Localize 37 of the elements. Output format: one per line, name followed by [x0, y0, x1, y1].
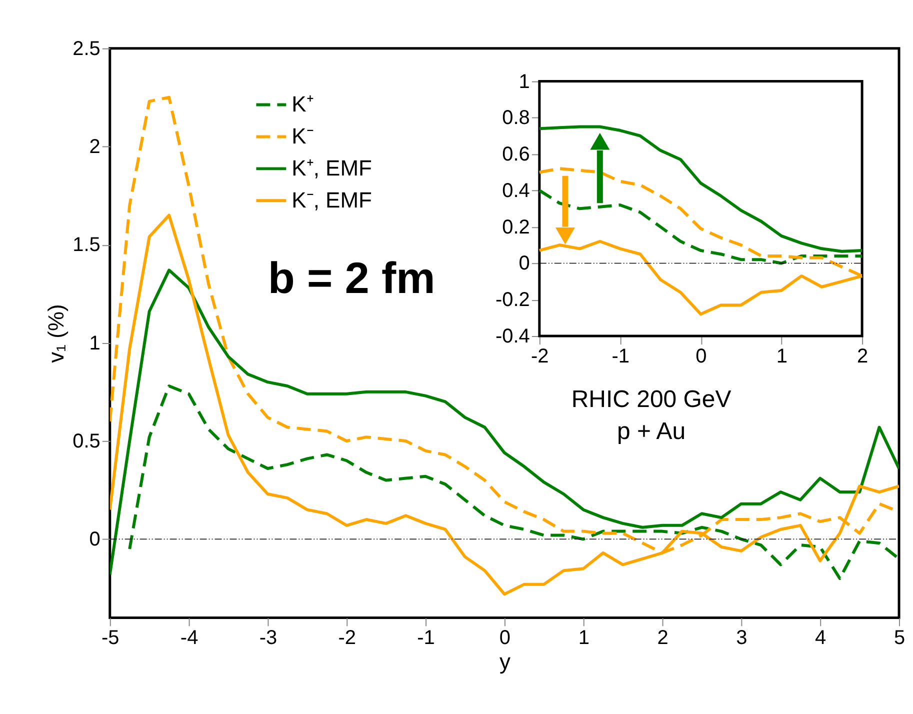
y-tick-label: 0.4 [502, 180, 530, 202]
x-tick-label: -2 [338, 627, 356, 650]
legend-label: K⁺ [292, 92, 314, 117]
x-tick-label: 0 [696, 345, 707, 368]
annotation: b = 2 fm [268, 254, 436, 304]
legend-label: K⁺, EMF [292, 156, 372, 181]
legend-label: K⁻, EMF [292, 188, 372, 213]
y-tick-label: 0 [518, 252, 530, 275]
y-tick-label: 2.5 [72, 38, 100, 60]
x-tick-label: -1 [612, 345, 630, 368]
x-tick-label: 3 [736, 627, 748, 650]
x-axis-title: y [499, 649, 510, 674]
y-tick-label: -0.2 [496, 289, 530, 312]
y-tick-label: 0.5 [72, 430, 100, 452]
y-axis-title: v₁ (%) [44, 304, 69, 363]
x-tick-label: 2 [657, 627, 668, 650]
y-tick-label: 1 [518, 70, 530, 93]
annotation: p + Au [616, 418, 686, 445]
x-tick-label: -2 [531, 345, 549, 368]
legend-label: K⁻ [292, 124, 314, 149]
annotation: RHIC 200 GeV [571, 386, 732, 413]
x-tick-label: 1 [776, 345, 788, 368]
x-tick-label: 5 [894, 627, 906, 650]
y-tick-label: 2 [89, 136, 100, 158]
y-tick-label: 0.6 [502, 144, 530, 166]
x-tick-label: -1 [417, 627, 435, 650]
x-tick-label: 1 [578, 627, 590, 650]
y-tick-label: -0.4 [496, 325, 530, 348]
y-tick-label: 1.5 [72, 234, 100, 256]
x-tick-label: -5 [101, 627, 120, 650]
y-tick-label: 0.2 [502, 216, 530, 238]
y-tick-label: 0 [89, 528, 100, 551]
x-tick-label: 2 [857, 345, 868, 368]
x-tick-label: -4 [180, 627, 198, 650]
x-tick-label: -3 [259, 627, 278, 650]
x-tick-label: 4 [815, 627, 826, 650]
y-tick-label: 0.8 [502, 107, 530, 130]
